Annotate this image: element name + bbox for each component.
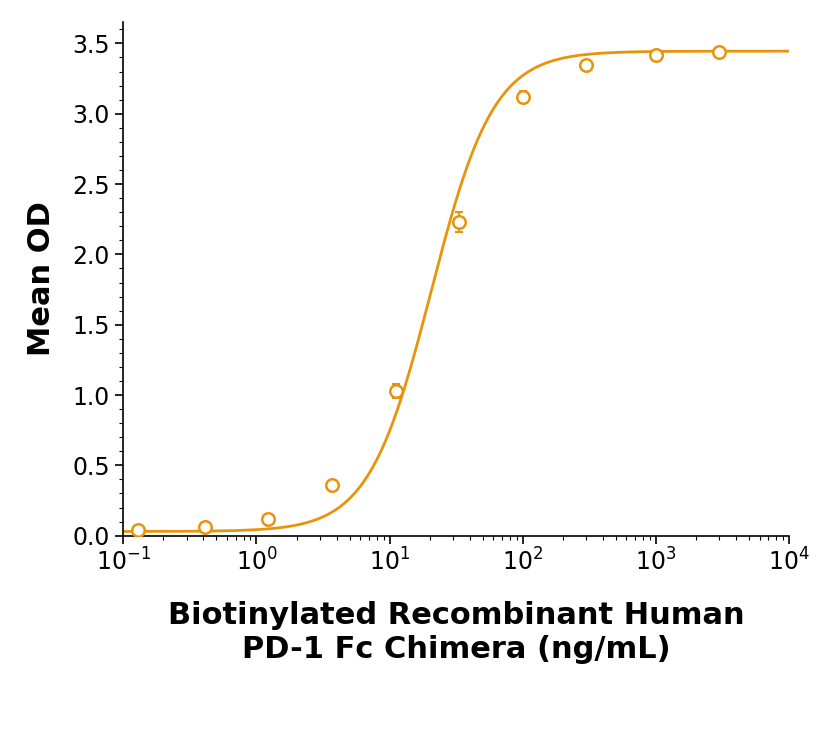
Y-axis label: Mean OD: Mean OD xyxy=(27,202,56,356)
X-axis label: Biotinylated Recombinant Human
PD-1 Fc Chimera (ng/mL): Biotinylated Recombinant Human PD-1 Fc C… xyxy=(168,601,745,664)
